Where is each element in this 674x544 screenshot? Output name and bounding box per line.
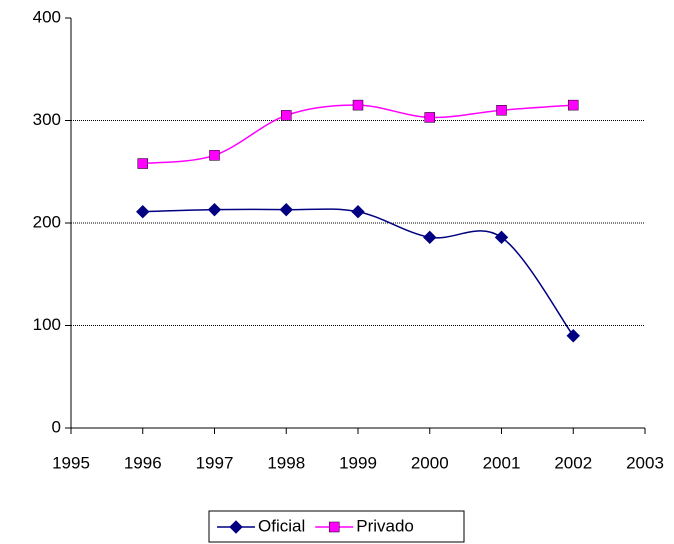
point — [281, 110, 292, 121]
point — [137, 158, 148, 169]
x-tick-label: 2002 — [554, 453, 592, 472]
point — [423, 230, 437, 245]
x-tick-label: 1999 — [339, 453, 377, 472]
point — [136, 205, 150, 219]
point — [568, 99, 579, 111]
x-tick-label: 2003 — [626, 453, 664, 472]
point — [352, 99, 364, 111]
point — [566, 329, 580, 343]
y-tick-label: 0 — [52, 417, 61, 436]
point — [351, 205, 365, 219]
legend-marker — [328, 521, 340, 533]
y-tick-label: 200 — [33, 212, 61, 231]
point — [279, 202, 293, 217]
legend-marker — [229, 520, 243, 534]
legend-label: Privado — [356, 516, 414, 535]
x-tick-label: 1997 — [196, 453, 234, 472]
point — [494, 230, 509, 245]
point — [209, 150, 220, 161]
x-tick-label: 1998 — [267, 453, 305, 472]
point — [207, 202, 222, 217]
y-tick-label: 100 — [33, 315, 61, 334]
series-line — [142, 104, 574, 165]
x-tick-label: 1996 — [124, 453, 162, 472]
point — [496, 105, 507, 116]
x-tick-label: 2000 — [411, 453, 449, 472]
legend-label: Oficial — [258, 516, 305, 535]
series-line — [142, 208, 574, 337]
x-tick-label: 1995 — [52, 453, 90, 472]
x-tick-label: 2001 — [483, 453, 521, 472]
point — [424, 112, 435, 123]
y-tick-label: 300 — [33, 110, 61, 129]
y-tick-label: 400 — [33, 7, 61, 26]
